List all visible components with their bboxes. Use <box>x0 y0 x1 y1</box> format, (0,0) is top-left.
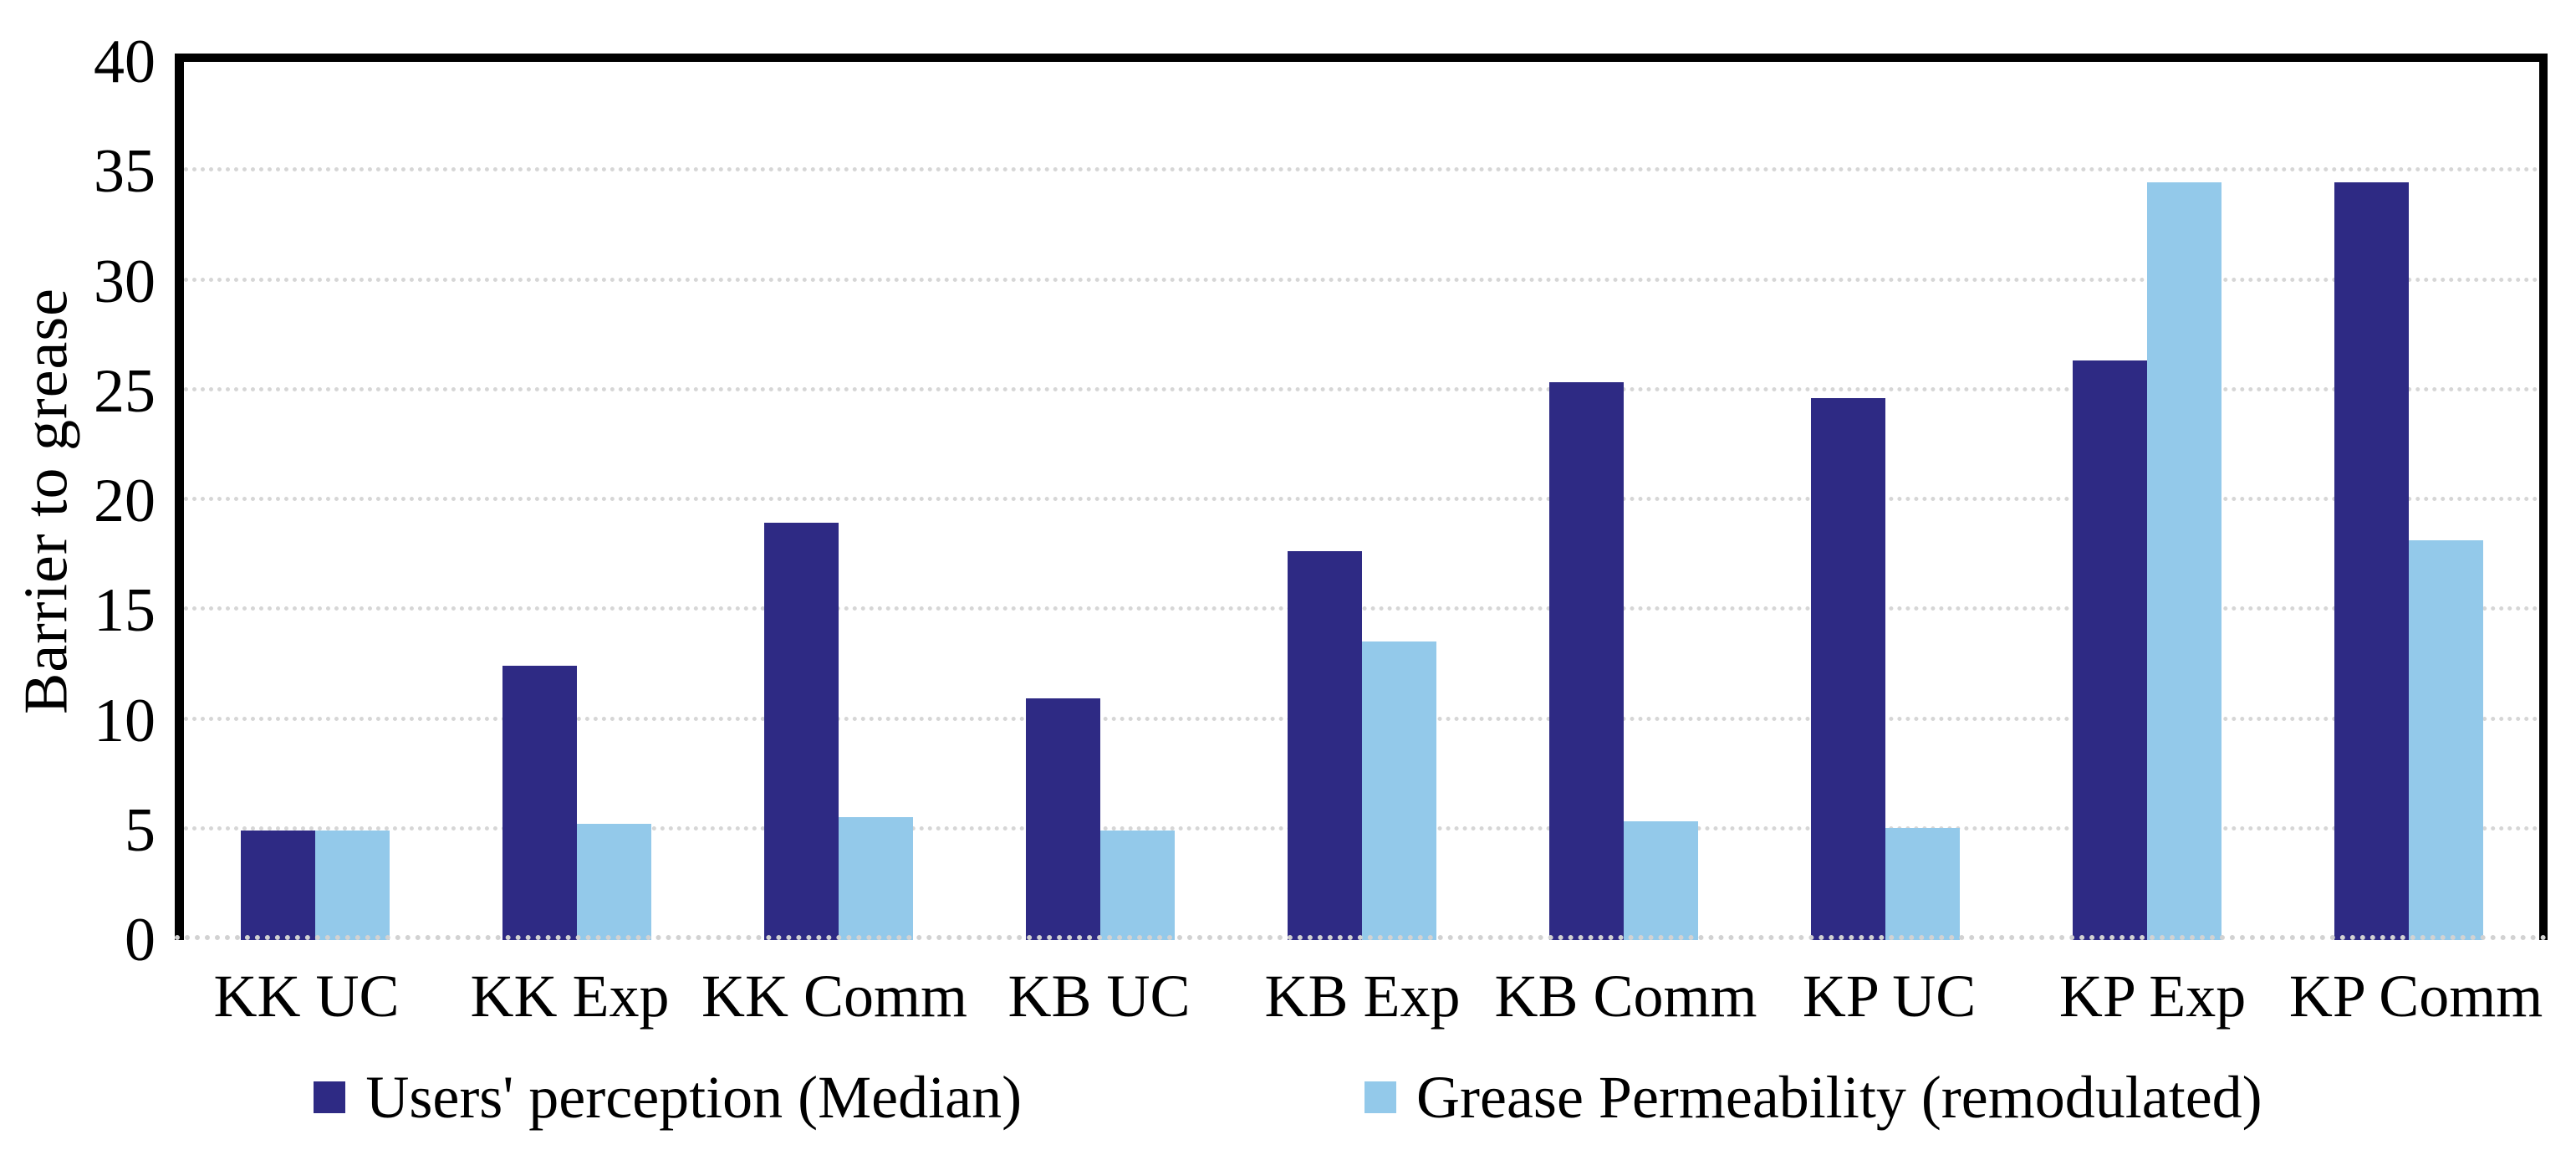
bar-group-kb-exp <box>1231 62 1492 940</box>
y-tick-label: 30 <box>94 247 156 316</box>
bar-series-1-kp-uc <box>1885 828 1960 940</box>
bar-series-0-kb-comm <box>1548 382 1624 940</box>
bar-group-kk-comm <box>707 62 969 940</box>
gridline <box>184 606 2539 611</box>
x-tick-label: KK UC <box>213 963 400 1030</box>
gridline <box>184 386 2539 391</box>
bar-series-1-kb-comm <box>1623 821 1698 940</box>
gridline <box>184 277 2539 282</box>
gridline <box>184 497 2539 501</box>
bar-group-kb-comm <box>1492 62 1754 940</box>
bar-series-0-kb-uc <box>1025 698 1100 940</box>
x-tick-label: KB Exp <box>1264 963 1461 1030</box>
x-tick-label: KK Comm <box>701 963 968 1030</box>
y-tick-label: 25 <box>94 356 156 426</box>
x-tick-label: KP Exp <box>2058 963 2247 1030</box>
bar-series-1-kk-exp <box>576 823 651 940</box>
legend-label: Grease Permeability (remodulated) <box>1416 1063 2262 1131</box>
bar-group-kp-uc <box>1754 62 2016 940</box>
y-tick-label: 5 <box>125 795 156 865</box>
y-tick-label: 0 <box>125 906 156 974</box>
x-tick-label: KK Exp <box>470 963 670 1030</box>
y-tick-label: 15 <box>94 576 156 646</box>
bar-series-0-kp-comm <box>2334 182 2409 940</box>
x-axis-labels: KK UC KK Exp KK Comm KB UC KB Exp KB Comm KP U… <box>175 950 2548 1042</box>
x-tick-label: KB UC <box>1007 963 1191 1030</box>
bar-series-1-kk-comm <box>838 817 913 940</box>
bar-group-kk-exp <box>446 62 707 940</box>
bar-group-kp-exp <box>2016 62 2278 940</box>
y-tick-label: 35 <box>94 137 156 207</box>
bar-series-1-kp-exp <box>2146 182 2221 940</box>
plot-area <box>175 54 2548 940</box>
bar-group-kb-uc <box>969 62 1231 940</box>
y-tick-label: 10 <box>94 686 156 755</box>
x-tick-label: KB Comm <box>1494 963 1757 1030</box>
y-tick-label: 20 <box>94 467 156 535</box>
bar-series-1-kk-uc <box>314 830 390 940</box>
x-tick-label: KP Comm <box>2288 963 2543 1030</box>
x-axis-line <box>175 935 2548 940</box>
legend-item-grease-permeability: Grease Permeability (remodulated) <box>1365 1063 2262 1132</box>
legend-item-users-perception: Users' perception (Median) <box>314 1063 1022 1132</box>
bar-series-1-kb-exp <box>1361 641 1436 940</box>
bar-series-0-kp-uc <box>1810 397 1885 940</box>
bar-series-1-kp-comm <box>2408 540 2483 940</box>
legend-marker-users-perception <box>314 1081 346 1113</box>
legend: Users' perception (Median) Grease Permea… <box>0 1055 2576 1139</box>
bar-series-0-kk-uc <box>240 830 315 940</box>
legend-marker-grease-permeability <box>1365 1081 1397 1113</box>
bar-series-0-kk-comm <box>763 523 839 940</box>
bar-group-kp-comm <box>2278 62 2539 940</box>
bar-series-0-kb-exp <box>1287 551 1362 940</box>
bar-series-0-kk-exp <box>502 665 577 940</box>
legend-label: Users' perception (Median) <box>365 1063 1023 1131</box>
bar-groups <box>184 62 2539 940</box>
x-tick-label: KP UC <box>1802 963 1977 1030</box>
bar-series-1-kb-uc <box>1099 830 1175 940</box>
bar-series-0-kp-exp <box>2072 360 2147 940</box>
gridline <box>184 167 2539 172</box>
y-tick-label: 40 <box>94 28 156 96</box>
bar-group-kk-uc <box>184 62 446 940</box>
